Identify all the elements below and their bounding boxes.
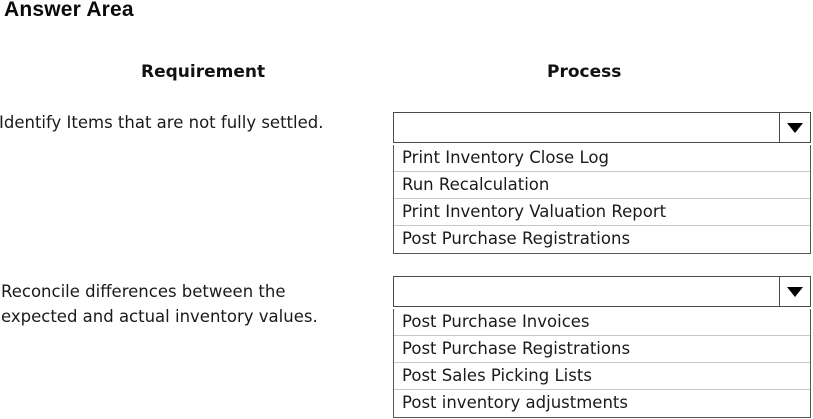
chevron-down-icon[interactable] <box>779 277 810 306</box>
process-dropdown-group-2: Post Purchase Invoices Post Purchase Reg… <box>393 276 811 418</box>
list-item[interactable]: Post Purchase Invoices <box>394 309 810 336</box>
list-item[interactable]: Print Inventory Close Log <box>394 145 810 172</box>
process-option-list-2: Post Purchase Invoices Post Purchase Reg… <box>393 309 811 418</box>
list-item[interactable]: Post Purchase Registrations <box>402 229 631 248</box>
process-combobox-2-value[interactable] <box>394 277 779 306</box>
process-combobox-1-value[interactable] <box>394 113 779 142</box>
list-item[interactable]: Run Recalculation <box>394 172 810 199</box>
list-item[interactable]: Post Purchase Registrations <box>394 336 810 363</box>
process-dropdown-group-1: Print Inventory Close Log Run Recalculat… <box>393 112 811 254</box>
page-title: Answer Area <box>4 0 134 21</box>
column-header-requirement: Requirement <box>141 62 266 82</box>
process-option-list-1: Print Inventory Close Log Run Recalculat… <box>393 145 811 254</box>
requirement-label-2: Reconcile differences between the expect… <box>1 282 318 326</box>
list-item[interactable]: Print Inventory Valuation Report <box>394 199 810 226</box>
process-combobox-1[interactable] <box>393 112 811 143</box>
chevron-down-icon[interactable] <box>779 113 810 142</box>
requirement-label-1: Identify Items that are not fully settle… <box>0 113 324 132</box>
list-item[interactable]: Post inventory adjustments <box>402 393 628 412</box>
list-item[interactable]: Post Sales Picking Lists <box>394 363 810 390</box>
process-combobox-2[interactable] <box>393 276 811 307</box>
column-header-process: Process <box>547 62 622 82</box>
